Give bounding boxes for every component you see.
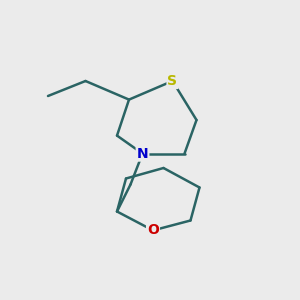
Text: S: S	[167, 74, 178, 88]
Text: O: O	[147, 224, 159, 237]
Text: N: N	[137, 147, 148, 160]
